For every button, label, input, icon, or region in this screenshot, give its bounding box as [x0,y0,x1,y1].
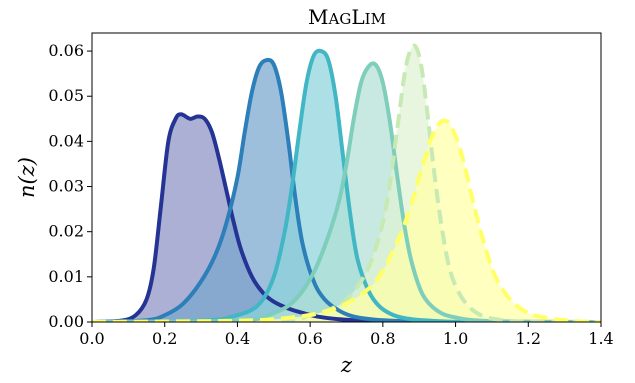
series-4-line [92,61,601,322]
x-axis: 0.0 0.2 0.4 0.6 0.8 1.0 1.2 1.4 [79,322,614,348]
series-1-line [92,112,601,322]
y-tick-label: 0.03 [48,177,84,196]
x-tick-label: 0.8 [370,329,395,348]
plot-frame [91,32,602,323]
x-tick-label: 1.4 [588,329,613,348]
y-tick-label: 0.00 [48,312,84,331]
x-tick-label: 1.0 [443,329,468,348]
series-2-area [92,59,601,322]
plot-area [92,43,601,322]
x-tick-label: 0.0 [79,329,104,348]
series-6-line [92,118,601,322]
x-tick-label: 0.4 [225,329,250,348]
y-tick-label: 0.05 [48,86,84,105]
chart-title-part: M [308,5,328,29]
series-lines [92,43,601,322]
x-tick-label: 0.2 [152,329,177,348]
series-2-line [92,57,601,322]
y-tick-label: 0.01 [48,267,84,286]
series-6-area [92,120,601,322]
y-tick-label: 0.02 [48,222,84,241]
x-tick-label: 1.2 [516,329,541,348]
y-axis: 0.00 0.01 0.02 0.03 0.04 0.05 0.06 [48,41,92,331]
x-tick-label: 0.6 [297,329,322,348]
chart-title: MAGLIM [308,5,386,29]
series-3-line [92,48,601,322]
chart-title-part: AG [328,10,352,28]
x-axis-label: z [340,353,353,377]
y-axis-label: n(z) [15,157,39,198]
y-tick-label: 0.06 [48,41,84,60]
chart-title-part: L [351,5,364,29]
chart-title-part: IM [365,10,386,28]
y-tick-label: 0.04 [48,131,84,150]
